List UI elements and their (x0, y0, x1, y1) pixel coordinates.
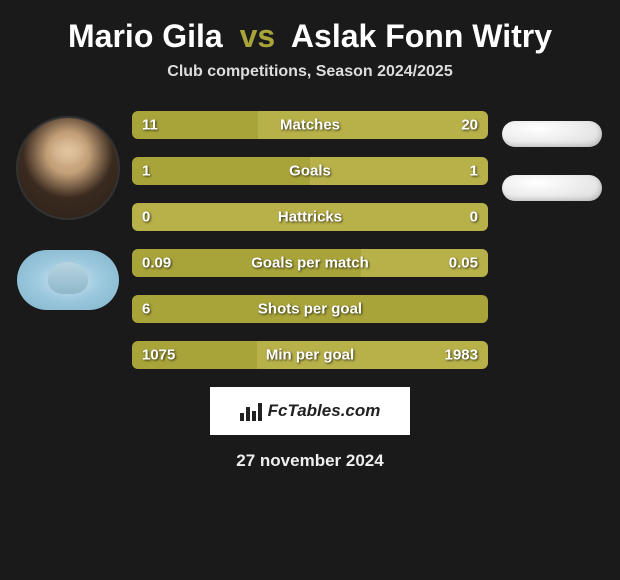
stat-label: Shots per goal (258, 301, 362, 318)
stat-value-right: 0 (470, 209, 478, 226)
stat-value-right: 20 (461, 117, 478, 134)
subtitle: Club competitions, Season 2024/2025 (0, 63, 620, 81)
player1-name: Mario Gila (68, 18, 223, 54)
right-column (492, 111, 612, 369)
bar-segment-right (310, 157, 488, 185)
stat-label: Hattricks (278, 209, 342, 226)
brand-badge: FcTables.com (210, 387, 410, 435)
placeholder-pill (502, 175, 602, 201)
placeholder-pill (502, 121, 602, 147)
stat-bar: Goals per match 0.09 0.05 (132, 249, 488, 277)
stat-label: Min per goal (266, 347, 354, 364)
brand-text: FcTables.com (268, 401, 381, 421)
left-column (8, 111, 128, 369)
date-text: 27 november 2024 (236, 451, 383, 471)
stat-bar: Goals 1 1 (132, 157, 488, 185)
bar-segment-left (132, 157, 310, 185)
stat-bar: Shots per goal 6 (132, 295, 488, 323)
stat-value-left: 0.09 (142, 255, 171, 272)
stat-value-right: 0.05 (449, 255, 478, 272)
stat-value-right: 1983 (445, 347, 478, 364)
stat-label: Goals per match (251, 255, 369, 272)
stat-label: Goals (289, 163, 331, 180)
stat-bar: Min per goal 1075 1983 (132, 341, 488, 369)
stat-bar: Hattricks 0 0 (132, 203, 488, 231)
content-area: Matches1120Goals11Hattricks00Goals per m… (0, 111, 620, 369)
stat-bar: Matches 11 20 (132, 111, 488, 139)
stats-bars: Matches1120Goals11Hattricks00Goals per m… (128, 111, 492, 369)
player1-avatar (16, 116, 120, 220)
chart-icon (240, 401, 262, 421)
stat-value-right: 1 (470, 163, 478, 180)
stat-value-left: 0 (142, 209, 150, 226)
vs-text: vs (240, 18, 276, 54)
comparison-title: Mario Gila vs Aslak Fonn Witry (0, 18, 620, 55)
stat-value-left: 6 (142, 301, 150, 318)
footer: FcTables.com 27 november 2024 (0, 387, 620, 471)
player1-club-badge (17, 250, 119, 310)
stat-value-left: 1075 (142, 347, 175, 364)
player2-name: Aslak Fonn Witry (291, 18, 552, 54)
stat-value-left: 11 (142, 117, 158, 134)
stat-label: Matches (280, 117, 340, 134)
stat-value-left: 1 (142, 163, 150, 180)
